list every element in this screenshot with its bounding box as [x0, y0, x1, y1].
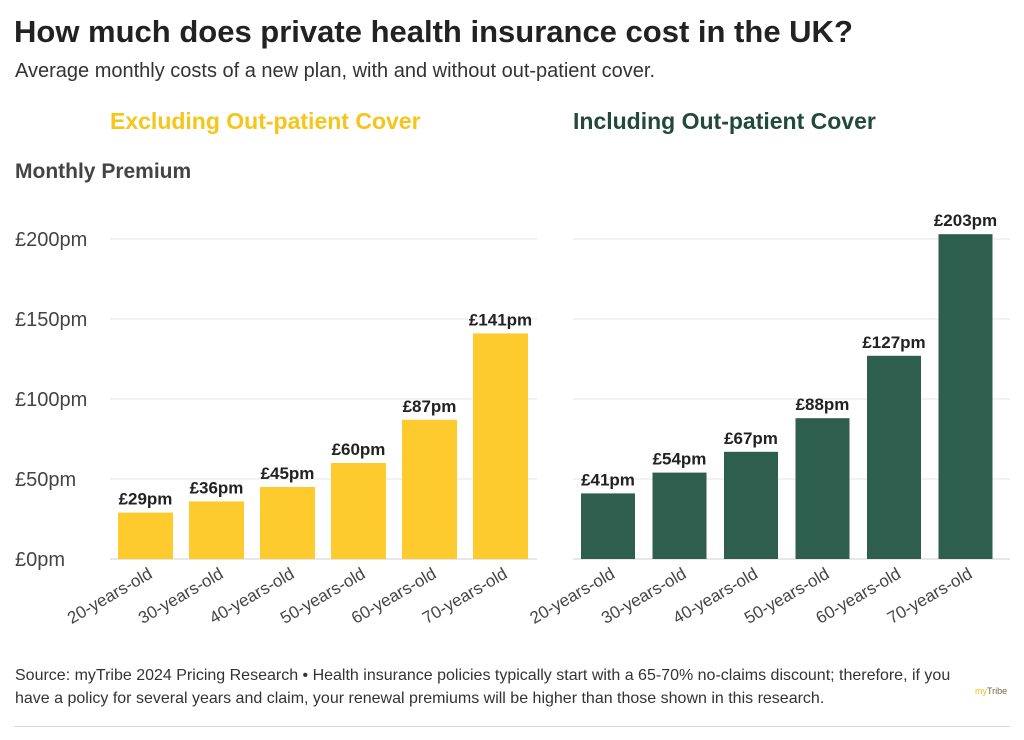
bar-value-label: £127pm [862, 333, 925, 352]
chart-subtitle: Average monthly costs of a new plan, wit… [15, 60, 655, 82]
bar-value-label: £54pm [653, 450, 707, 469]
bar [331, 463, 386, 559]
bar-value-label: £141pm [469, 310, 532, 329]
bar-value-label: £88pm [796, 395, 850, 414]
bar-value-label: £203pm [934, 211, 997, 230]
chart-title: How much does private health insurance c… [14, 14, 853, 49]
bar [938, 234, 993, 559]
bar [118, 512, 173, 559]
y-tick-label: £50pm [15, 469, 76, 491]
bar [581, 493, 635, 559]
bar [189, 501, 244, 559]
mytribe-logo: myTribe [975, 686, 1008, 696]
bar-value-label: £29pm [119, 490, 173, 509]
y-axis-title: Monthly Premium [15, 160, 192, 183]
bottom-divider [14, 726, 1010, 727]
bar-value-label: £87pm [403, 397, 457, 416]
y-tick-label: £150pm [15, 309, 87, 331]
bar [473, 333, 528, 559]
bar-value-label: £36pm [190, 478, 244, 497]
panel-title-including: Including Out-patient Cover [573, 108, 876, 134]
y-tick-label: £200pm [15, 229, 87, 251]
bar-charts: £0pm£50pm£100pm£150pm£200pm£29pm20-years… [15, 211, 1010, 628]
bar-value-label: £60pm [332, 440, 386, 459]
bar [795, 418, 850, 559]
bar-value-label: £45pm [261, 464, 315, 483]
bar [402, 419, 457, 559]
bar [724, 451, 778, 559]
y-tick-label: £100pm [15, 389, 87, 411]
source-footnote: Source: myTribe 2024 Pricing Research • … [15, 667, 951, 707]
bar [260, 487, 315, 559]
bar [867, 355, 921, 559]
bar [652, 472, 707, 559]
panel-title-excluding: Excluding Out-patient Cover [110, 108, 421, 134]
bar-value-label: £67pm [724, 429, 778, 448]
bar-value-label: £41pm [581, 470, 635, 489]
y-tick-label: £0pm [15, 549, 65, 571]
